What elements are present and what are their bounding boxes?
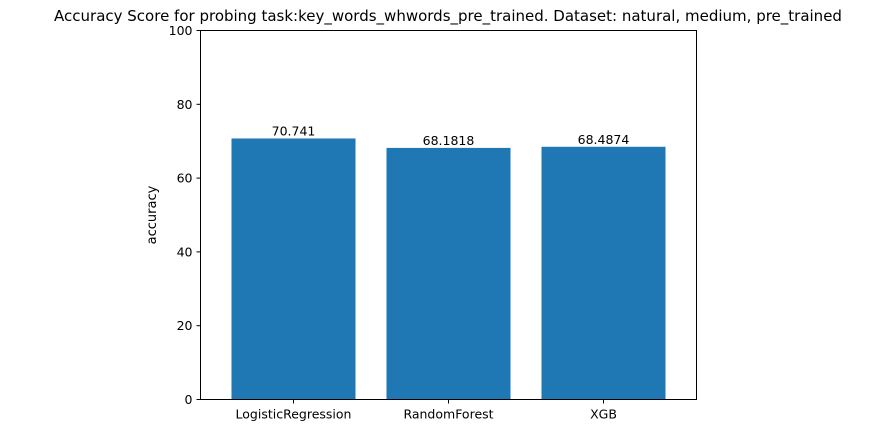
y-tick-label: 40 <box>177 244 193 259</box>
bars-group <box>231 138 666 400</box>
bar-value-label: 68.1818 <box>423 133 475 148</box>
x-tick-label: LogisticRegression <box>236 407 352 422</box>
y-tick-label: 100 <box>169 23 193 38</box>
x-tick-label: RandomForest <box>403 407 493 422</box>
y-tick-label: 60 <box>177 171 193 186</box>
y-tick-label: 80 <box>177 97 193 112</box>
bar-xgb <box>541 146 666 400</box>
bar-value-label: 70.741 <box>272 123 316 138</box>
y-tick-label: 20 <box>177 318 193 333</box>
y-axis-label: accuracy <box>145 185 160 244</box>
plot-area-frame <box>200 30 697 400</box>
x-tick-label: XGB <box>590 407 617 422</box>
bar-value-label: 68.4874 <box>578 132 630 147</box>
x-axis-ticks: LogisticRegression RandomForest XGB <box>236 399 617 422</box>
bar-value-labels: 70.741 68.1818 68.4874 <box>272 123 630 147</box>
y-tick-label: 0 <box>185 392 193 407</box>
bar-randomforest <box>386 147 511 400</box>
y-axis-ticks: 0 20 40 60 80 100 <box>169 23 201 407</box>
bar-logisticregression <box>231 138 356 400</box>
chart-title: Accuracy Score for probing task:key_word… <box>54 7 842 26</box>
